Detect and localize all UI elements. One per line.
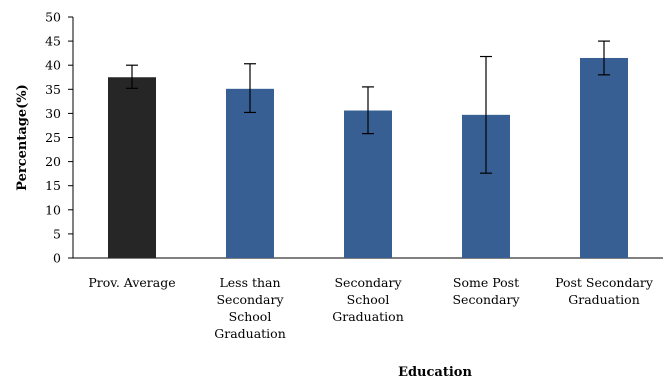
error-bar — [244, 63, 256, 114]
y-tick-label: 35 — [45, 82, 61, 97]
error-bar — [362, 86, 374, 135]
bar — [344, 110, 392, 259]
y-axis-title: Percentage(%) — [15, 84, 30, 191]
x-tick-label: Prov. Average — [88, 275, 175, 290]
x-tick-label: Less than Secondary School Graduation — [214, 275, 286, 341]
x-axis-tick-labels: Prov. Average Less than Secondary School Gra… — [88, 275, 653, 341]
y-tick-label: 15 — [45, 178, 61, 193]
y-tick-label: 40 — [45, 58, 61, 73]
x-tick-label: Some Post Secondary — [452, 275, 520, 307]
error-bars — [126, 40, 610, 174]
error-bar — [598, 40, 610, 76]
y-tick-label: 45 — [45, 34, 61, 49]
y-tick-label: 10 — [45, 202, 61, 217]
y-tick-label: 20 — [45, 154, 61, 169]
bar — [580, 57, 628, 258]
y-tick-label: 50 — [45, 10, 61, 25]
error-bar — [126, 64, 138, 89]
bar — [226, 88, 274, 259]
bar — [108, 77, 156, 258]
y-axis-ticks: 0 5 10 15 20 25 30 35 40 45 50 — [45, 10, 73, 266]
y-tick-label: 5 — [53, 226, 61, 241]
y-tick-label: 25 — [45, 130, 61, 145]
x-axis-title: Education — [398, 365, 472, 379]
bars — [108, 57, 628, 259]
y-tick-label: 0 — [53, 251, 61, 266]
y-tick-label: 30 — [45, 106, 61, 121]
x-tick-label: Secondary School Graduation — [332, 275, 404, 324]
x-tick-label: Post Secondary Graduation — [555, 275, 654, 307]
error-bar — [480, 55, 492, 174]
